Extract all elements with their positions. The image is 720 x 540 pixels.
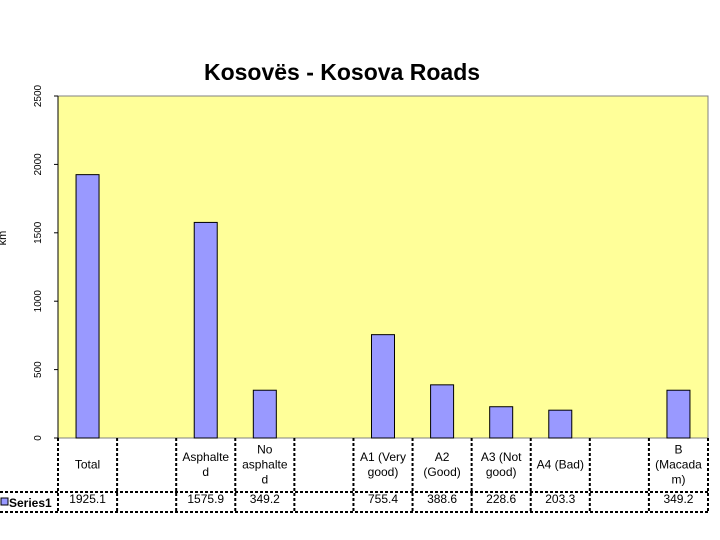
- data-value-label: 349.2: [250, 492, 280, 506]
- y-tick-label: 2000: [33, 153, 44, 176]
- category-label: A4 (Bad): [537, 458, 584, 472]
- data-value-label: 349.2: [663, 492, 693, 506]
- data-value-label: 755.4: [368, 492, 398, 506]
- category-label: Total: [75, 458, 100, 472]
- category-label: Asphalte d: [182, 450, 229, 479]
- category-label: A1 (Very good): [360, 450, 406, 479]
- bar: [666, 389, 691, 439]
- bar: [193, 221, 218, 439]
- data-value-label: 228.6: [486, 492, 516, 506]
- y-axis-label: km: [0, 231, 9, 246]
- data-value-label: 203.3: [545, 492, 575, 506]
- category-label: B (Macada m): [655, 443, 702, 487]
- category-label: A2 (Good): [423, 450, 460, 479]
- y-axis: 0 500 1000 1500 2000 2500: [33, 84, 59, 441]
- y-tick-label: 500: [33, 361, 44, 378]
- legend-key: [0, 497, 9, 506]
- series-name-label: Series1: [9, 496, 52, 510]
- data-value-label: 1575.9: [187, 492, 224, 506]
- bar: [75, 174, 100, 439]
- bar: [548, 409, 573, 439]
- bars-group: [75, 174, 691, 439]
- category-label: No asphalte d: [242, 443, 288, 487]
- y-tick-label: 0: [33, 435, 44, 441]
- chart-title: Kosovës - Kosova Roads: [204, 59, 480, 85]
- category-label: A3 (Not good): [481, 450, 522, 479]
- bar: [371, 334, 395, 439]
- bar: [252, 389, 277, 439]
- y-tick-label: 1000: [33, 290, 44, 313]
- data-value-label: 1925.1: [69, 492, 106, 506]
- bar: [430, 384, 455, 439]
- y-tick-label: 2500: [33, 84, 44, 107]
- y-tick-label: 1500: [33, 221, 44, 244]
- data-value-label: 388.6: [427, 492, 457, 506]
- bar: [489, 406, 514, 439]
- data-table: Total Asphalte d No asphalte d A1 (Very good) A2…: [0, 438, 709, 513]
